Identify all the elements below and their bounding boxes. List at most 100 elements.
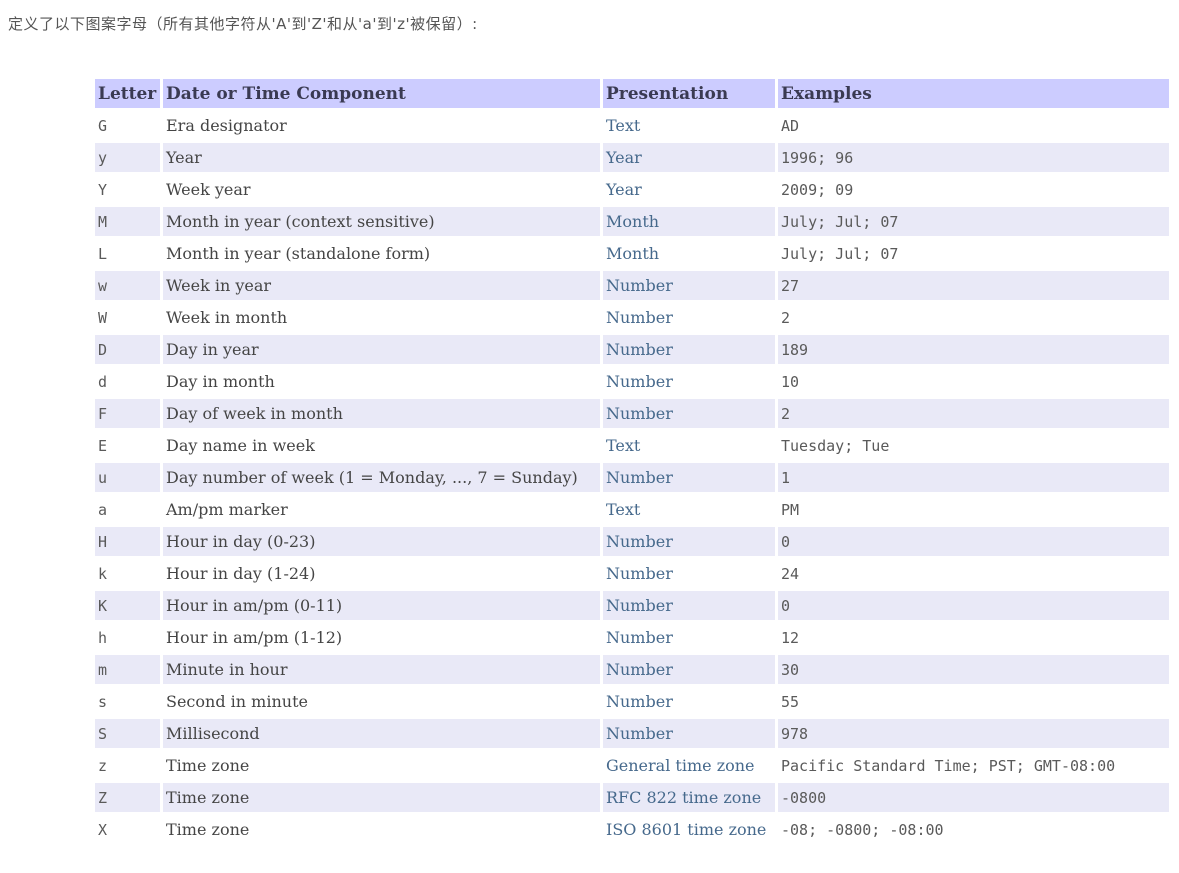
letter-cell: E bbox=[95, 431, 160, 460]
presentation-link[interactable]: Number bbox=[606, 276, 673, 295]
component-cell: Millisecond bbox=[163, 719, 600, 748]
examples-cell: 0 bbox=[778, 527, 1169, 556]
presentation-link[interactable]: Month bbox=[606, 212, 660, 231]
examples-cell: 1996; 96 bbox=[778, 143, 1169, 172]
presentation-link[interactable]: Number bbox=[606, 404, 673, 423]
presentation-link[interactable]: Number bbox=[606, 692, 673, 711]
letter-cell: k bbox=[95, 559, 160, 588]
table-row: L Month in year (standalone form) Month Jul… bbox=[95, 239, 1169, 268]
table-row: X Time zone ISO 8601 time zone -08; -0800; … bbox=[95, 815, 1169, 844]
table-header-row: Letter Date or Time Component Presentati… bbox=[95, 79, 1169, 108]
examples-cell: 55 bbox=[778, 687, 1169, 716]
presentation-cell: Number bbox=[603, 463, 775, 492]
component-cell: Second in minute bbox=[163, 687, 600, 716]
col-header-presentation: Presentation bbox=[603, 79, 775, 108]
presentation-link[interactable]: RFC 822 time zone bbox=[606, 788, 762, 807]
presentation-link[interactable]: Number bbox=[606, 660, 673, 679]
examples-cell: July; Jul; 07 bbox=[778, 207, 1169, 236]
presentation-link[interactable]: General time zone bbox=[606, 756, 755, 775]
presentation-cell: RFC 822 time zone bbox=[603, 783, 775, 812]
presentation-link[interactable]: Number bbox=[606, 340, 673, 359]
presentation-link[interactable]: Number bbox=[606, 628, 673, 647]
component-cell: Day number of week (1 = Monday, ..., 7 =… bbox=[163, 463, 600, 492]
examples-cell: 1 bbox=[778, 463, 1169, 492]
table-row: Z Time zone RFC 822 time zone -0800 bbox=[95, 783, 1169, 812]
presentation-link[interactable]: Month bbox=[606, 244, 660, 263]
presentation-cell: Number bbox=[603, 527, 775, 556]
presentation-link[interactable]: Year bbox=[606, 148, 642, 167]
presentation-cell: Number bbox=[603, 559, 775, 588]
component-cell: Week year bbox=[163, 175, 600, 204]
letter-cell: m bbox=[95, 655, 160, 684]
examples-cell: 189 bbox=[778, 335, 1169, 364]
presentation-cell: General time zone bbox=[603, 751, 775, 780]
examples-cell: -08; -0800; -08:00 bbox=[778, 815, 1169, 844]
component-cell: Day in month bbox=[163, 367, 600, 396]
examples-cell: 2 bbox=[778, 303, 1169, 332]
intro-text: 定义了以下图案字母（所有其他字符从'A'到'Z'和从'a'到'z'被保留）: bbox=[8, 15, 478, 33]
presentation-link[interactable]: Text bbox=[606, 116, 641, 135]
examples-cell: 30 bbox=[778, 655, 1169, 684]
presentation-link[interactable]: Number bbox=[606, 308, 673, 327]
presentation-cell: Month bbox=[603, 239, 775, 268]
letter-cell: K bbox=[95, 591, 160, 620]
examples-cell: 24 bbox=[778, 559, 1169, 588]
letter-cell: z bbox=[95, 751, 160, 780]
component-cell: Day in year bbox=[163, 335, 600, 364]
table-row: M Month in year (context sensitive) Month J… bbox=[95, 207, 1169, 236]
letter-cell: S bbox=[95, 719, 160, 748]
table-row: D Day in year Number 189 bbox=[95, 335, 1169, 364]
table-body: G Era designator Text AD y Year Year 1996; 96 Y W… bbox=[95, 111, 1169, 844]
table-row: E Day name in week Text Tuesday; Tue bbox=[95, 431, 1169, 460]
presentation-link[interactable]: Year bbox=[606, 180, 642, 199]
col-header-component: Date or Time Component bbox=[163, 79, 600, 108]
letter-cell: H bbox=[95, 527, 160, 556]
component-cell: Month in year (standalone form) bbox=[163, 239, 600, 268]
table-row: y Year Year 1996; 96 bbox=[95, 143, 1169, 172]
table-row: s Second in minute Number 55 bbox=[95, 687, 1169, 716]
examples-cell: 0 bbox=[778, 591, 1169, 620]
component-cell: Year bbox=[163, 143, 600, 172]
table-row: w Week in year Number 27 bbox=[95, 271, 1169, 300]
col-header-letter: Letter bbox=[95, 79, 160, 108]
table-row: a Am/pm marker Text PM bbox=[95, 495, 1169, 524]
component-cell: Am/pm marker bbox=[163, 495, 600, 524]
presentation-cell: Number bbox=[603, 271, 775, 300]
table-row: K Hour in am/pm (0-11) Number 0 bbox=[95, 591, 1169, 620]
presentation-cell: Text bbox=[603, 495, 775, 524]
presentation-cell: Year bbox=[603, 175, 775, 204]
component-cell: Time zone bbox=[163, 783, 600, 812]
presentation-link[interactable]: Number bbox=[606, 532, 673, 551]
presentation-cell: Number bbox=[603, 367, 775, 396]
table-row: u Day number of week (1 = Monday, ..., 7 … bbox=[95, 463, 1169, 492]
table-row: Y Week year Year 2009; 09 bbox=[95, 175, 1169, 204]
col-header-examples: Examples bbox=[778, 79, 1169, 108]
examples-cell: 2 bbox=[778, 399, 1169, 428]
examples-cell: 27 bbox=[778, 271, 1169, 300]
presentation-cell: Number bbox=[603, 623, 775, 652]
table-row: d Day in month Number 10 bbox=[95, 367, 1169, 396]
presentation-cell: ISO 8601 time zone bbox=[603, 815, 775, 844]
presentation-link[interactable]: Number bbox=[606, 468, 673, 487]
component-cell: Hour in am/pm (0-11) bbox=[163, 591, 600, 620]
presentation-link[interactable]: Text bbox=[606, 436, 641, 455]
letter-cell: a bbox=[95, 495, 160, 524]
component-cell: Time zone bbox=[163, 751, 600, 780]
letter-cell: w bbox=[95, 271, 160, 300]
presentation-link[interactable]: Number bbox=[606, 596, 673, 615]
letter-cell: G bbox=[95, 111, 160, 140]
presentation-link[interactable]: Text bbox=[606, 500, 641, 519]
table-row: H Hour in day (0-23) Number 0 bbox=[95, 527, 1169, 556]
component-cell: Era designator bbox=[163, 111, 600, 140]
presentation-cell: Month bbox=[603, 207, 775, 236]
table-row: k Hour in day (1-24) Number 24 bbox=[95, 559, 1169, 588]
letter-cell: y bbox=[95, 143, 160, 172]
presentation-cell: Number bbox=[603, 303, 775, 332]
component-cell: Month in year (context sensitive) bbox=[163, 207, 600, 236]
presentation-link[interactable]: Number bbox=[606, 724, 673, 743]
presentation-link[interactable]: ISO 8601 time zone bbox=[606, 820, 767, 839]
presentation-link[interactable]: Number bbox=[606, 372, 673, 391]
presentation-link[interactable]: Number bbox=[606, 564, 673, 583]
letter-cell: d bbox=[95, 367, 160, 396]
